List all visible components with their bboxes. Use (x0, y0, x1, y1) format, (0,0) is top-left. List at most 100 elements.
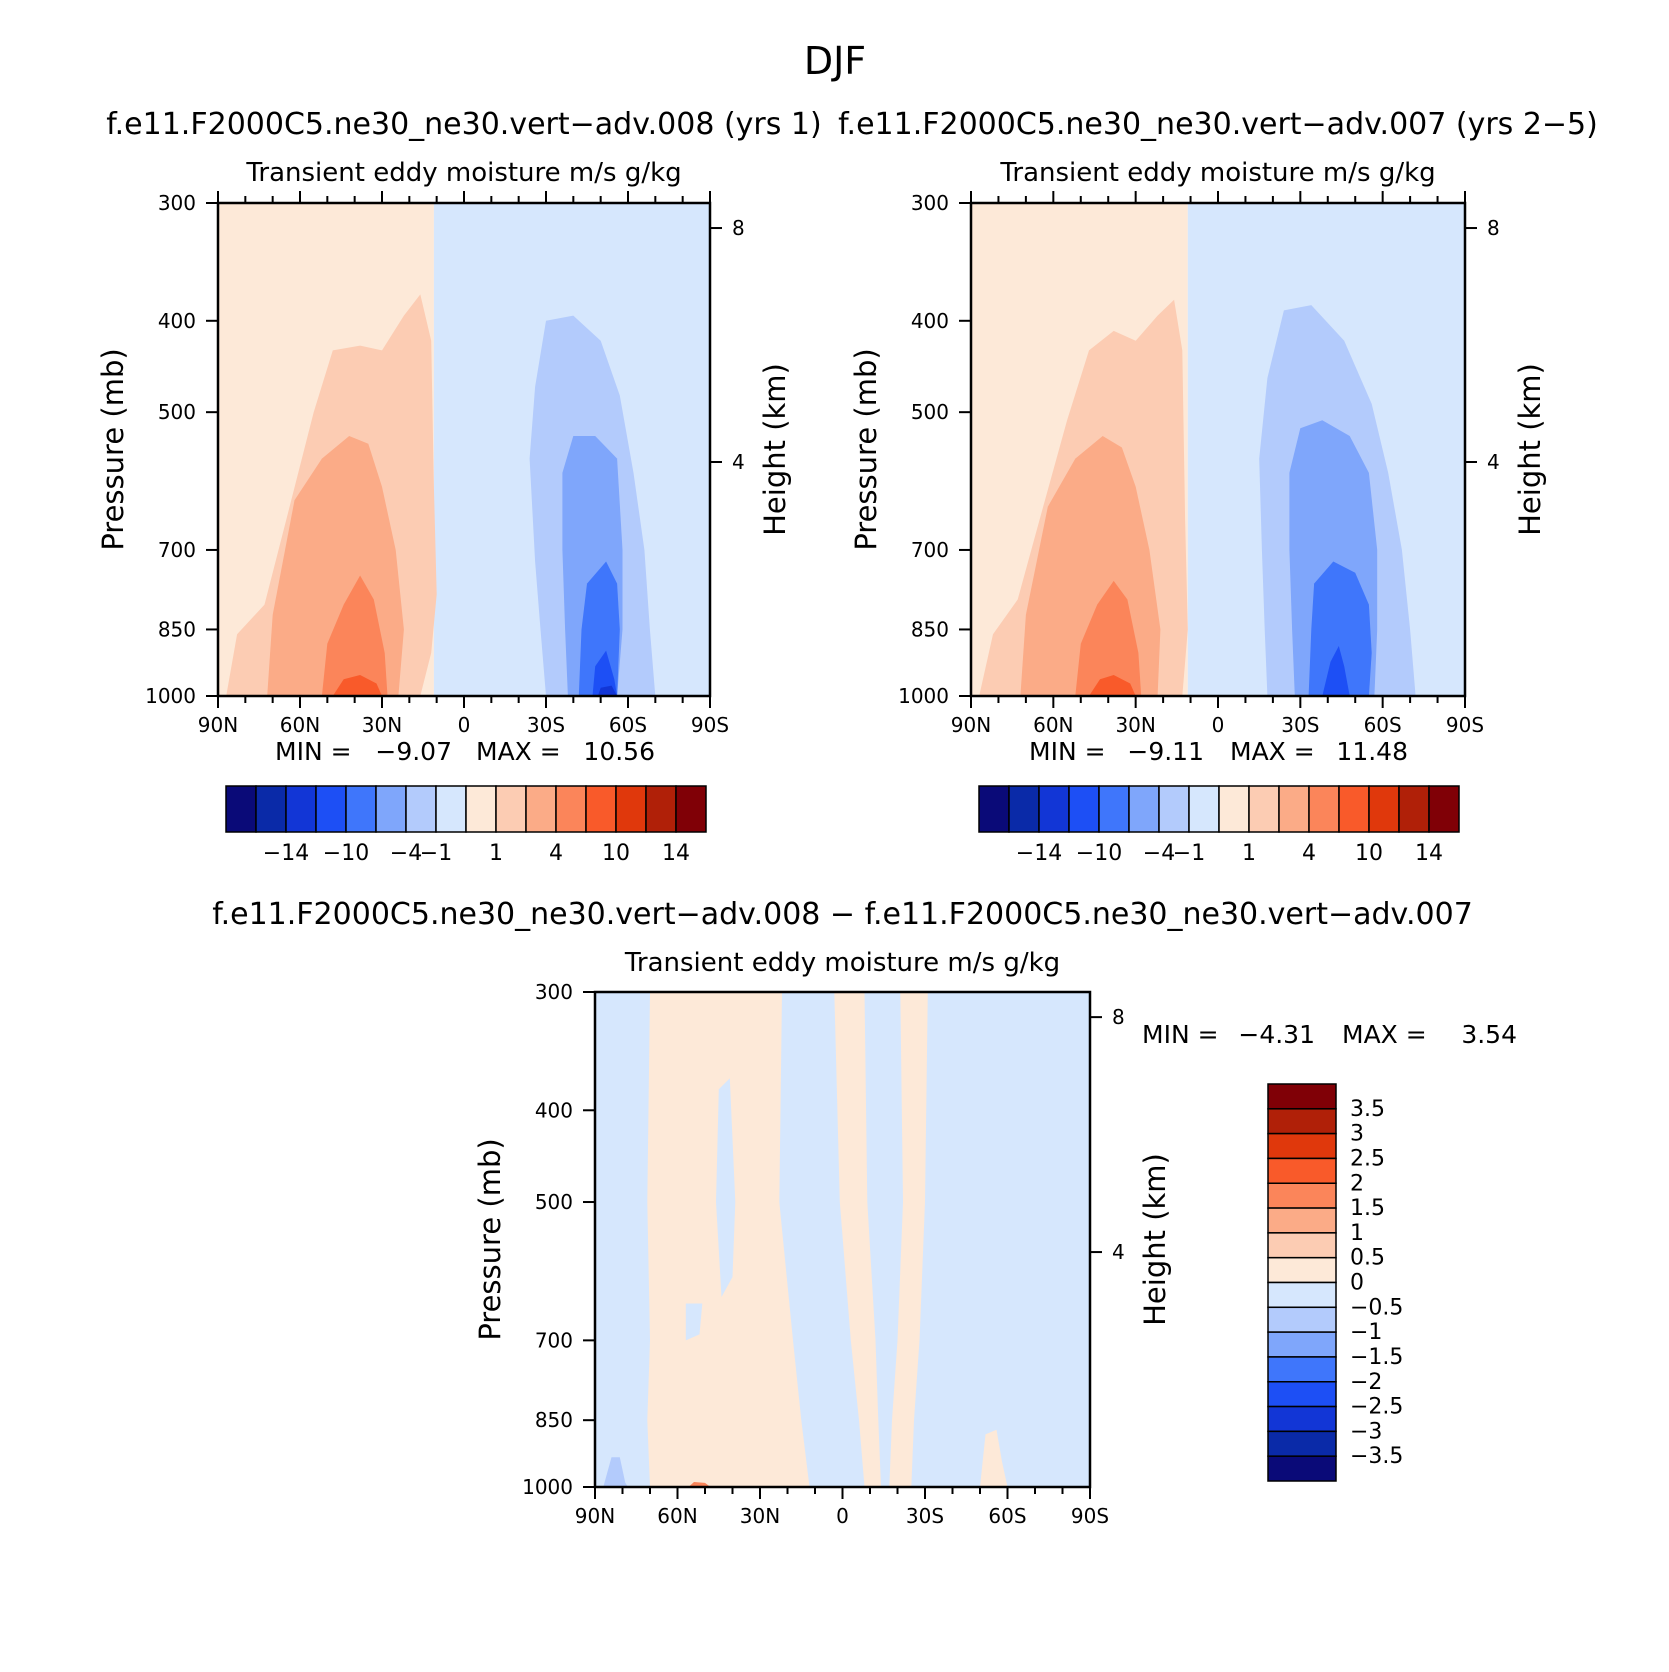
y-tick-label: 500 (535, 1190, 573, 1214)
colorbar-tick-label: 3 (1350, 1122, 1364, 1147)
y2-axis-label: Height (km) (758, 363, 792, 536)
y-tick-label: 300 (158, 191, 196, 215)
colorbar-tick-label: −10 (1076, 841, 1122, 866)
y-tick-label: 1000 (522, 1475, 573, 1499)
max-value: 11.48 (1336, 737, 1408, 766)
colorbar-swatch (1267, 1083, 1337, 1110)
colorbar-swatch (1038, 785, 1070, 833)
y2-tick-label: 8 (1112, 1005, 1125, 1029)
colorbar-tick-label: 1.5 (1350, 1196, 1385, 1221)
colorbar-swatch (1248, 785, 1280, 833)
colorbar-tick-label: −1 (420, 841, 452, 866)
max-label: MAX = (476, 737, 561, 766)
colorbar-swatch (1267, 1405, 1337, 1433)
colorbar-tick-label: 14 (662, 841, 690, 866)
colorbar-tick-label: −4 (390, 841, 422, 866)
contour-region-5 (1075, 580, 1142, 696)
max-value: 10.56 (583, 737, 655, 766)
contour-region-8 (685, 1303, 703, 1341)
x-tick-label: 30S (906, 1504, 944, 1528)
contour-region-5 (321, 575, 388, 696)
min-label: MIN = (275, 737, 352, 766)
colorbar-swatch (585, 785, 617, 833)
x-tick-label: 0 (836, 1504, 849, 1528)
y2-tick-label: 8 (1487, 216, 1500, 240)
colorbar-tick-label: 4 (549, 841, 563, 866)
min-label: MIN = (1142, 1020, 1219, 1049)
y-axis: 300 400 500 700 850 1000 Pressure (mb) (849, 191, 971, 708)
y2-axis: 8 4 Height (km) (1465, 216, 1547, 536)
x-tick-label: 60S (1364, 713, 1402, 737)
panel-subtitle: Transient eddy moisture m/s g/kg (999, 158, 1435, 188)
colorbar-tick-label: 3.5 (1350, 1097, 1385, 1122)
contour-region-4 (889, 992, 928, 1487)
panel-title: f.e11.F2000C5.ne30_ne30.vert−adv.008 (yr… (106, 107, 821, 142)
colorbar-swatch (1267, 1207, 1337, 1234)
x-tick-label: 60S (609, 713, 647, 737)
contour-region-9 (1308, 561, 1372, 696)
colorbar-swatch (435, 785, 467, 833)
y-tick-label: 400 (158, 309, 196, 333)
min-value: −9.07 (375, 737, 452, 766)
colorbar-swatch (675, 785, 707, 833)
colorbar-tick-label: 14 (1415, 841, 1443, 866)
colorbar-swatch (1368, 785, 1400, 833)
x-tick-label: 90N (575, 1504, 615, 1528)
colorbar-tick-label: −3.5 (1350, 1444, 1403, 1469)
colorbar-tick-label: −4 (1143, 841, 1175, 866)
colorbar-tick-label: 2.5 (1350, 1146, 1385, 1171)
y2-axis-label: Height (km) (1513, 363, 1547, 536)
x-tick-label: 60S (988, 1504, 1026, 1528)
min-value: −4.31 (1238, 1020, 1315, 1049)
x-tick-label: 60N (280, 713, 320, 737)
x-tick-label: 60N (657, 1504, 697, 1528)
x-axis: 90N 60N 30N 0 30S 60S 90S (575, 1487, 1109, 1528)
colorbar-tick-label: 10 (1355, 841, 1383, 866)
y-axis-label: Pressure (mb) (473, 1138, 507, 1340)
y-tick-label: 700 (158, 538, 196, 562)
colorbar-swatch (345, 785, 377, 833)
colorbar: −14 −10 −4−1 1 4 10 14 (225, 785, 707, 866)
colorbar-swatch (1188, 785, 1220, 833)
contour-region-3 (834, 992, 881, 1487)
min-value: −9.11 (1127, 737, 1204, 766)
colorbar-swatch (255, 785, 287, 833)
min-label: MIN = (1029, 737, 1106, 766)
x-axis: 90N 60N 30N 0 30S 60S 90S (951, 191, 1484, 737)
min-max-stats: MIN = −9.07 MAX = 10.56 (275, 737, 655, 766)
contour-region-9 (578, 561, 620, 696)
colorbar-swatch (1338, 785, 1370, 833)
y-axis: 300 400 500 700 850 1000 Pressure (mb) (96, 191, 218, 708)
colorbar-tick-label: −2 (1350, 1370, 1382, 1395)
colorbar-tick-label: −1 (1350, 1320, 1382, 1345)
y-tick-label: 300 (911, 191, 949, 215)
max-value: 3.54 (1461, 1020, 1517, 1049)
colorbar-swatch (1267, 1132, 1337, 1160)
colorbar-swatch (315, 785, 347, 833)
y-tick-label: 400 (911, 309, 949, 333)
colorbar-swatch (1098, 785, 1130, 833)
y-tick-label: 700 (535, 1328, 573, 1352)
y2-tick-label: 4 (1487, 450, 1500, 474)
colorbar-swatch (978, 785, 1010, 833)
colorbar-tick-label: −0.5 (1350, 1295, 1403, 1320)
contour-region-6 (716, 1078, 736, 1297)
y-tick-label: 300 (535, 980, 573, 1004)
colorbar-swatch (1308, 785, 1340, 833)
y-tick-label: 500 (911, 400, 949, 424)
x-tick-label: 90N (951, 713, 991, 737)
colorbar-swatch (525, 785, 557, 833)
panel-subtitle: Transient eddy moisture m/s g/kg (624, 948, 1060, 978)
colorbar-swatch (1428, 785, 1460, 833)
colorbar-swatch (405, 785, 437, 833)
y-tick-label: 1000 (898, 684, 949, 708)
min-max-stats: MIN = −4.31 MAX = 3.54 (1142, 1020, 1517, 1049)
contour-region-10 (592, 650, 618, 696)
colorbar-swatch (1398, 785, 1430, 833)
y-axis: 300 400 500 700 850 1000 Pressure (mb) (473, 980, 595, 1499)
colorbar-swatch (1218, 785, 1250, 833)
y-tick-label: 400 (535, 1098, 573, 1122)
colorbar-tick-label: 4 (1302, 841, 1316, 866)
contour-region-10 (603, 1457, 628, 1487)
contour-field (971, 203, 1465, 696)
